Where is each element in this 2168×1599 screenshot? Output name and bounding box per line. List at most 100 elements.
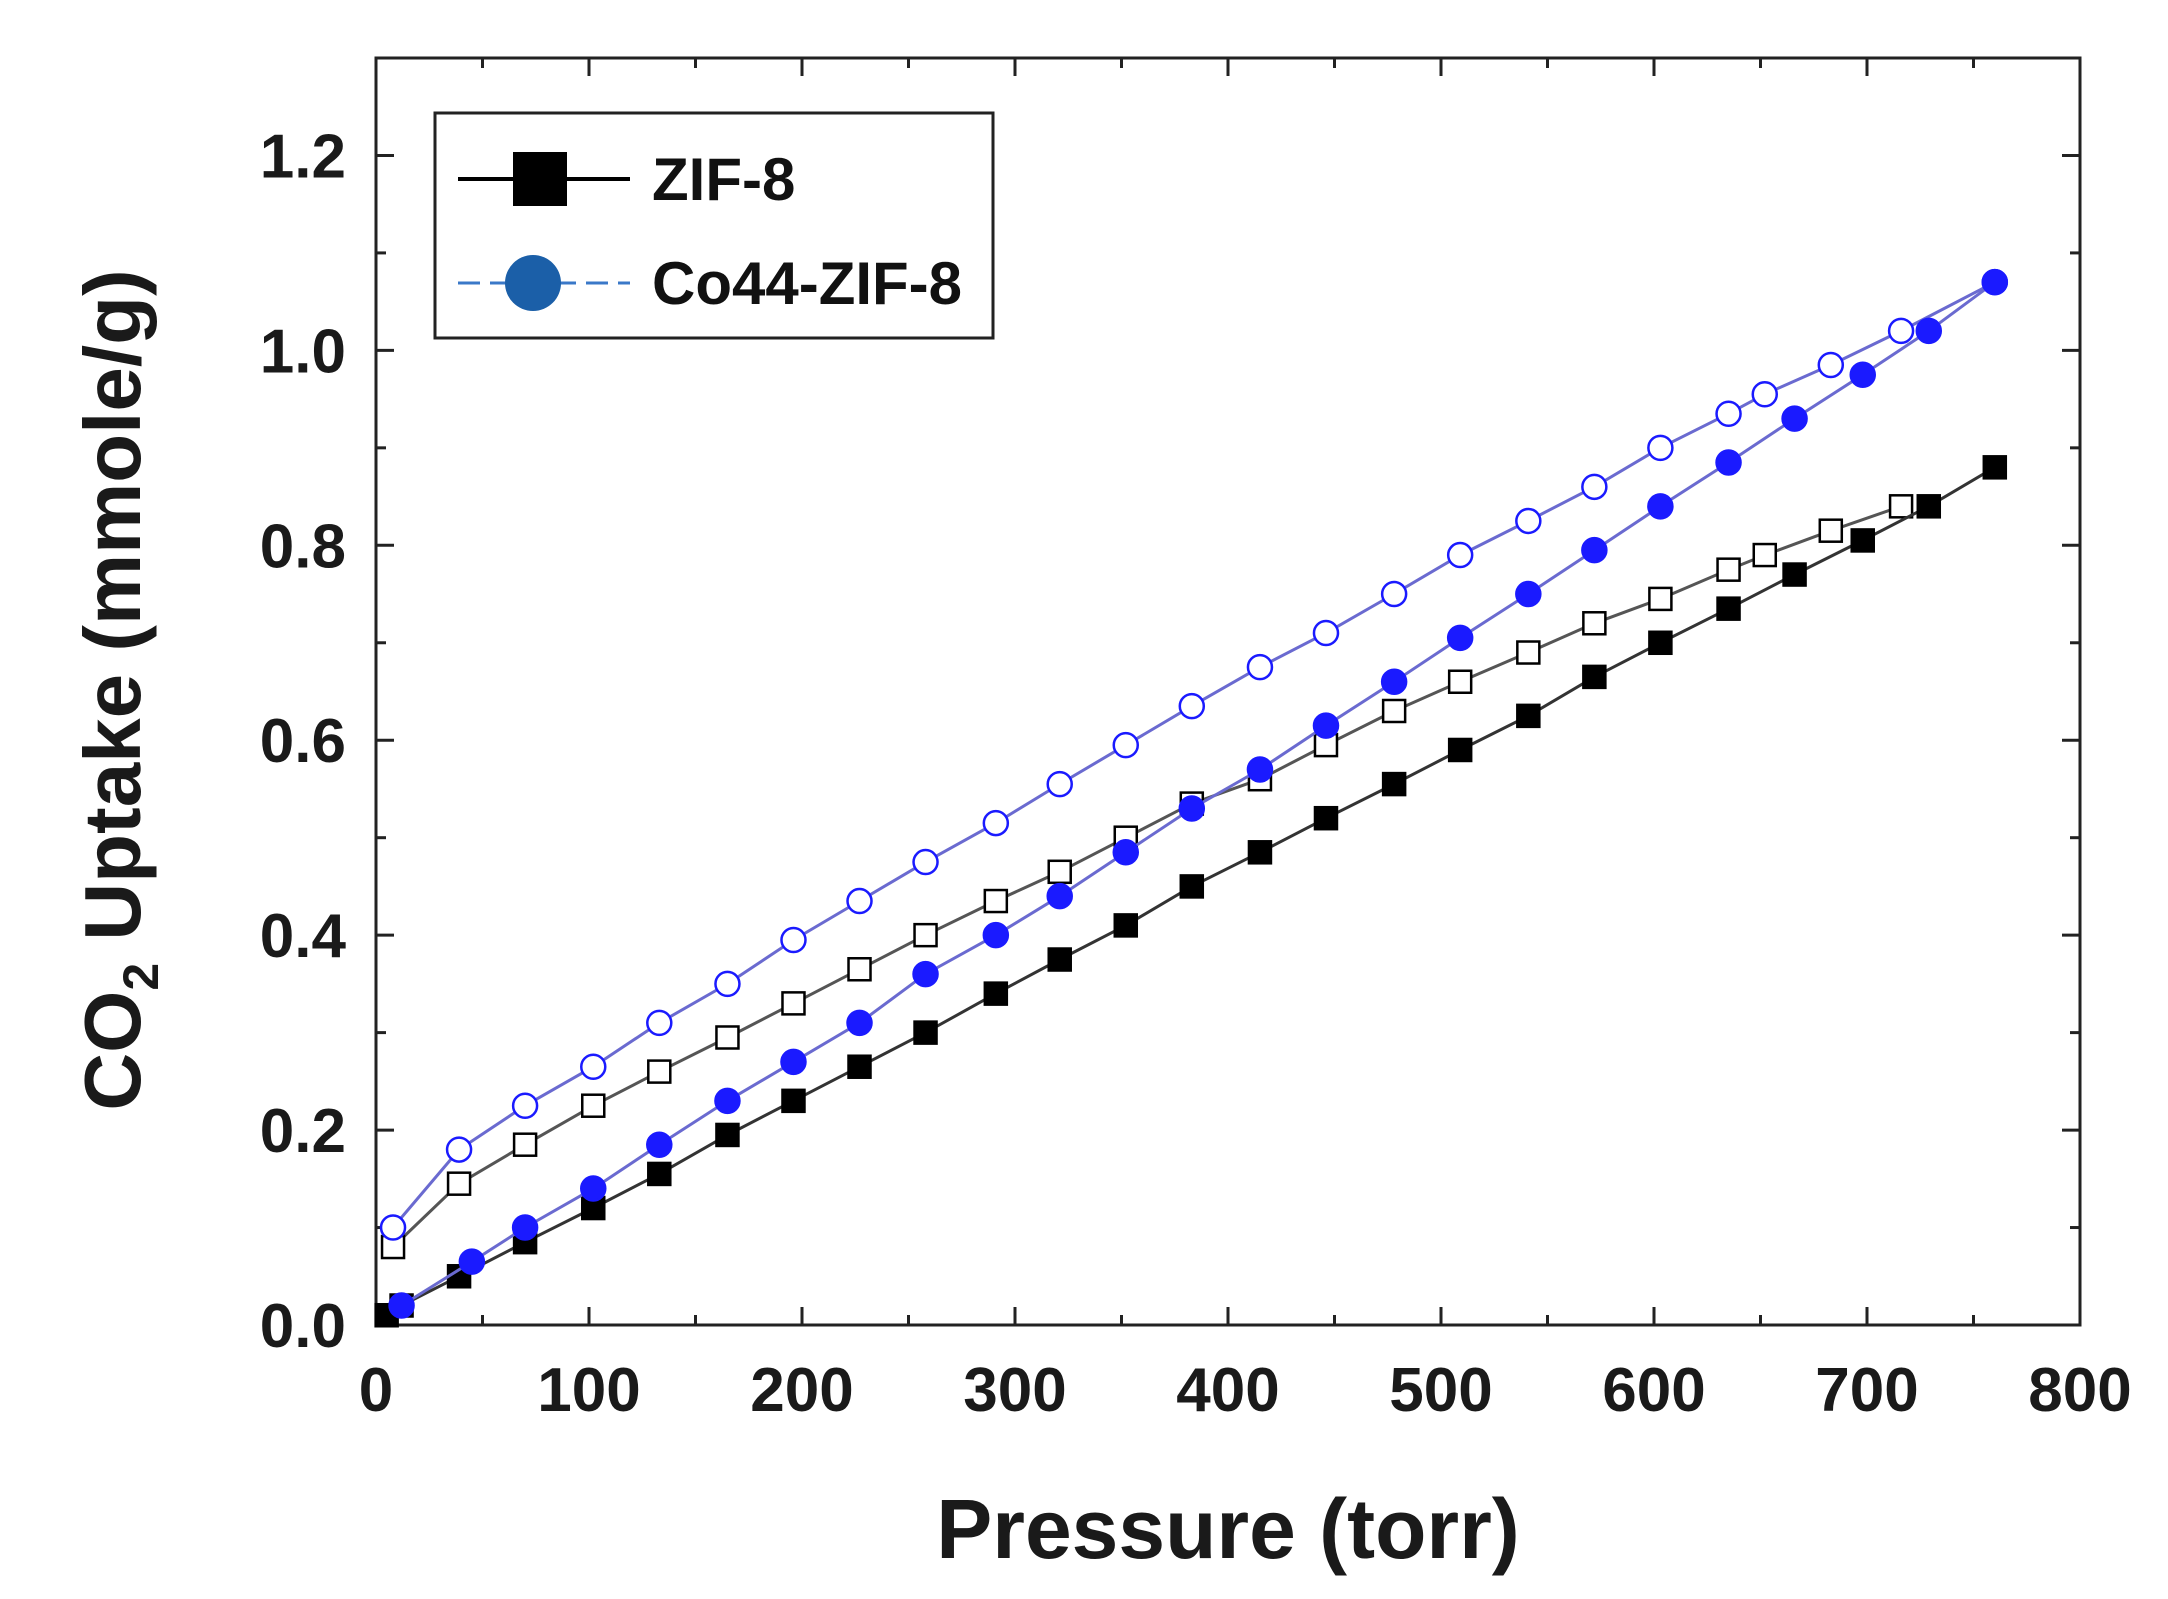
y-tick-label: 0.8 bbox=[260, 512, 346, 581]
data-point bbox=[511, 1092, 539, 1119]
data-point bbox=[1850, 528, 1875, 553]
data-point bbox=[1447, 669, 1473, 695]
data-point bbox=[1982, 455, 2008, 480]
data-point bbox=[379, 1214, 407, 1241]
data-point bbox=[1312, 619, 1340, 647]
data-point bbox=[1887, 317, 1915, 345]
x-tick-label: 600 bbox=[1602, 1356, 1705, 1425]
data-point bbox=[1647, 493, 1674, 520]
data-point bbox=[1981, 268, 2009, 296]
data-point bbox=[388, 1292, 415, 1319]
data-point bbox=[1247, 840, 1273, 865]
data-point bbox=[912, 960, 939, 988]
x-tick-label: 200 bbox=[750, 1356, 853, 1425]
data-point bbox=[1381, 698, 1407, 724]
data-point bbox=[446, 1171, 472, 1196]
y-axis-title-prefix: CO bbox=[68, 991, 157, 1111]
data-point bbox=[581, 1093, 606, 1118]
series-layer bbox=[374, 268, 2009, 1328]
y-axis-title-suffix: Uptake (mmole/g) bbox=[68, 269, 157, 962]
y-tick-label: 0.4 bbox=[260, 902, 347, 971]
data-point bbox=[1047, 947, 1072, 972]
series-co44-zif-8-desorption bbox=[379, 268, 2009, 1241]
data-point bbox=[1915, 317, 1943, 345]
x-tick-label: 400 bbox=[1176, 1356, 1279, 1425]
data-point bbox=[1112, 731, 1140, 759]
legend-co44-marker bbox=[505, 255, 561, 311]
y-tick-labels: 0.0 0.2 0.4 0.6 0.8 1.0 1.2 bbox=[260, 122, 347, 1361]
y-tick-label: 0.0 bbox=[260, 1292, 346, 1361]
data-point bbox=[846, 887, 873, 915]
data-point bbox=[580, 1175, 607, 1202]
data-point bbox=[647, 1161, 672, 1187]
data-point bbox=[647, 1059, 672, 1084]
data-point bbox=[1046, 770, 1073, 798]
data-point bbox=[781, 991, 806, 1016]
data-point bbox=[512, 1132, 538, 1157]
data-point bbox=[1380, 668, 1408, 696]
data-point bbox=[1648, 586, 1673, 612]
data-point bbox=[1888, 494, 1914, 519]
data-point bbox=[1849, 361, 1876, 388]
y-tick-label: 0.2 bbox=[260, 1097, 346, 1166]
data-point bbox=[1046, 882, 1073, 910]
data-point bbox=[1516, 640, 1541, 665]
data-point bbox=[646, 1131, 673, 1158]
data-point bbox=[646, 1009, 673, 1037]
data-point bbox=[1178, 692, 1206, 720]
data-point bbox=[780, 926, 807, 954]
x-tick-label: 700 bbox=[1815, 1356, 1918, 1425]
legend-zif8-label: ZIF-8 bbox=[652, 146, 795, 213]
data-point bbox=[1581, 536, 1608, 564]
data-point bbox=[780, 1048, 807, 1076]
data-point bbox=[1113, 913, 1139, 938]
data-point bbox=[983, 888, 1009, 914]
data-point bbox=[1715, 449, 1742, 476]
series-zif-8-desorption bbox=[380, 494, 1914, 1260]
x-tick-label: 100 bbox=[537, 1356, 640, 1425]
data-point bbox=[1582, 611, 1607, 636]
data-point bbox=[1313, 805, 1339, 831]
data-point bbox=[714, 1087, 741, 1115]
legend-zif8-marker bbox=[513, 152, 567, 206]
data-point bbox=[846, 1009, 873, 1037]
x-tick-label: 800 bbox=[2028, 1356, 2131, 1425]
data-point bbox=[1752, 542, 1778, 568]
data-point bbox=[1817, 351, 1845, 379]
legend-co44-label: Co44-ZIF-8 bbox=[652, 250, 962, 317]
data-point bbox=[913, 1020, 938, 1045]
y-tick-label: 1.2 bbox=[260, 122, 346, 191]
data-point bbox=[1515, 580, 1542, 608]
data-point bbox=[982, 809, 1010, 837]
data-point bbox=[1380, 580, 1408, 608]
data-point bbox=[714, 970, 741, 998]
data-point bbox=[1648, 630, 1673, 656]
data-point bbox=[1715, 400, 1742, 427]
data-point bbox=[1781, 405, 1808, 432]
data-point bbox=[983, 981, 1009, 1006]
data-point bbox=[1246, 653, 1274, 681]
x-tick-label: 300 bbox=[963, 1356, 1066, 1425]
x-axis-title: Pressure (torr) bbox=[936, 1482, 1520, 1576]
data-point bbox=[1782, 562, 1807, 587]
x-tick-label: 0 bbox=[359, 1356, 393, 1425]
data-point bbox=[1112, 839, 1140, 866]
y-tick-label: 1.0 bbox=[260, 317, 346, 386]
data-point bbox=[1916, 494, 1942, 519]
data-point bbox=[1751, 380, 1779, 408]
data-point bbox=[1515, 507, 1542, 535]
legend: ZIF-8 Co44-ZIF-8 bbox=[433, 111, 995, 340]
data-point bbox=[1716, 596, 1741, 621]
data-point bbox=[580, 1053, 607, 1080]
data-point bbox=[1047, 859, 1072, 885]
data-point bbox=[1647, 434, 1674, 462]
data-point bbox=[511, 1214, 539, 1241]
data-point bbox=[715, 1122, 740, 1148]
data-point bbox=[847, 957, 872, 982]
data-point bbox=[847, 1054, 872, 1079]
data-point bbox=[1818, 518, 1844, 543]
series-co44-zif-8-adsorption bbox=[388, 268, 2009, 1319]
x-tick-label: 500 bbox=[1389, 1356, 1492, 1425]
